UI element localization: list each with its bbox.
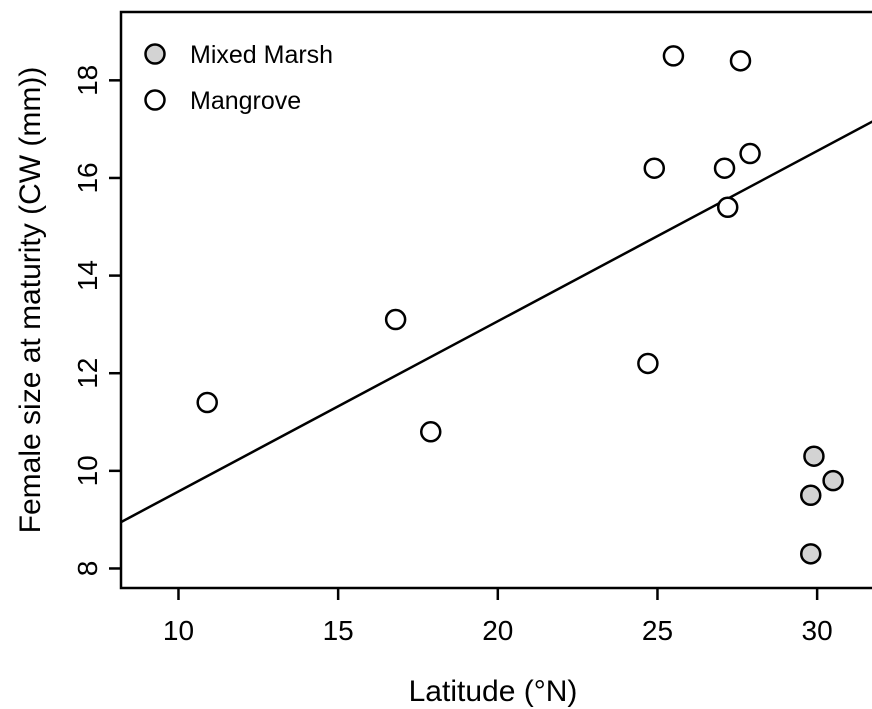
legend-marker (144, 89, 166, 111)
data-point (662, 45, 685, 67)
y-axis: 8 10 12 14 16 18 (72, 65, 121, 577)
data-point (799, 543, 822, 565)
legend: Mixed Marsh Mangrove (144, 41, 333, 115)
x-axis-label: Latitude (°N) (409, 675, 578, 708)
y-tick-label: 16 (72, 162, 103, 193)
legend-marker (144, 43, 166, 65)
data-point (384, 308, 407, 331)
y-tick-label: 12 (72, 358, 103, 389)
legend-label: Mixed Marsh (190, 41, 333, 69)
legend-label: Mangrove (190, 87, 301, 115)
x-tick-label: 15 (323, 615, 354, 646)
data-point (729, 50, 752, 72)
data-point (716, 196, 739, 219)
data-point (739, 142, 761, 165)
data-point (643, 157, 666, 179)
x-axis: 10 15 20 25 30 (163, 588, 833, 646)
data-points (196, 45, 844, 565)
data-point (713, 157, 736, 179)
y-tick-label: 10 (72, 455, 103, 486)
x-tick-label: 30 (802, 615, 833, 646)
y-tick-label: 14 (72, 260, 103, 291)
data-point (637, 352, 659, 375)
x-tick-label: 10 (163, 615, 194, 646)
data-point (799, 484, 822, 507)
y-axis-label: Female size at maturity (CW (mm)) (14, 67, 47, 534)
data-point (803, 445, 825, 467)
plot-frame (119, 10, 872, 590)
data-point (196, 391, 218, 414)
data-point (419, 421, 442, 443)
regression-line (120, 120, 872, 524)
x-tick-label: 20 (482, 615, 513, 646)
y-tick-label: 18 (72, 65, 103, 96)
data-point (822, 469, 844, 492)
y-tick-label: 8 (72, 561, 103, 577)
x-tick-label: 25 (642, 615, 673, 646)
